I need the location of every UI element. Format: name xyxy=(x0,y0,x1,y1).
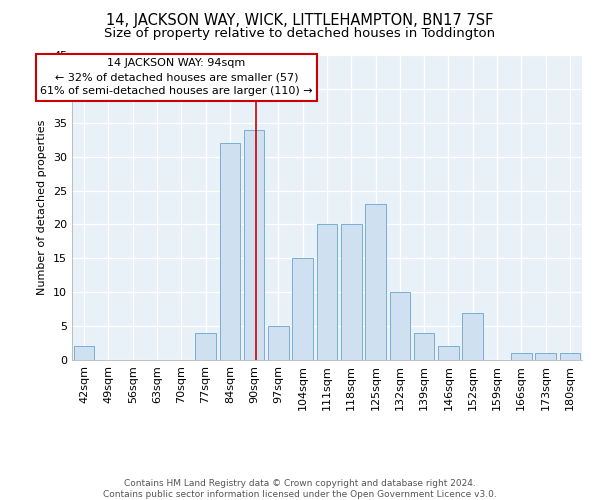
Bar xyxy=(268,326,289,360)
Bar xyxy=(535,353,556,360)
Bar xyxy=(220,143,240,360)
Y-axis label: Number of detached properties: Number of detached properties xyxy=(37,120,47,295)
Bar xyxy=(292,258,313,360)
Text: Size of property relative to detached houses in Toddington: Size of property relative to detached ho… xyxy=(104,28,496,40)
Bar xyxy=(438,346,459,360)
Bar xyxy=(365,204,386,360)
Text: 14 JACKSON WAY: 94sqm
← 32% of detached houses are smaller (57)
61% of semi-deta: 14 JACKSON WAY: 94sqm ← 32% of detached … xyxy=(40,58,313,96)
Bar xyxy=(511,353,532,360)
Bar xyxy=(463,312,483,360)
Bar xyxy=(414,333,434,360)
Bar xyxy=(244,130,265,360)
Bar xyxy=(389,292,410,360)
Text: Contains HM Land Registry data © Crown copyright and database right 2024.: Contains HM Land Registry data © Crown c… xyxy=(124,479,476,488)
Text: Contains public sector information licensed under the Open Government Licence v3: Contains public sector information licen… xyxy=(103,490,497,499)
Bar xyxy=(560,353,580,360)
Text: 14, JACKSON WAY, WICK, LITTLEHAMPTON, BN17 7SF: 14, JACKSON WAY, WICK, LITTLEHAMPTON, BN… xyxy=(106,12,494,28)
Bar xyxy=(341,224,362,360)
Bar xyxy=(317,224,337,360)
Bar xyxy=(195,333,216,360)
Bar xyxy=(74,346,94,360)
